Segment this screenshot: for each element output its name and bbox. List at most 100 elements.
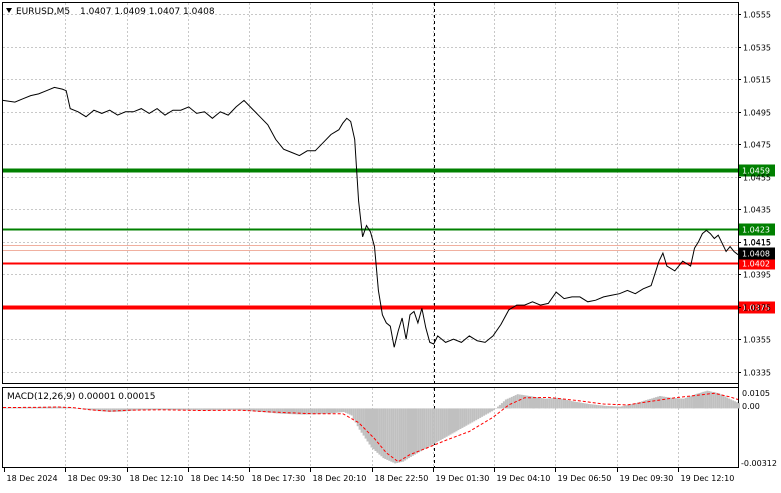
macd-histogram-bar: [121, 408, 124, 412]
macd-histogram-bar: [200, 408, 203, 411]
macd-histogram-bar: [362, 408, 365, 436]
symbol-dropdown-icon[interactable]: [6, 8, 12, 13]
macd-histogram-bar: [16, 407, 19, 409]
macd-histogram-bar: [155, 408, 158, 410]
macd-histogram-bar: [518, 394, 521, 409]
macd-histogram-bar: [451, 408, 454, 434]
macd-histogram-bar: [554, 397, 557, 409]
macd-histogram-bar: [639, 401, 642, 409]
macd-histogram-bar: [348, 408, 351, 415]
macd-histogram-bar: [36, 407, 39, 409]
macd-histogram-bar: [495, 408, 497, 409]
macd-histogram-bar: [336, 408, 339, 413]
macd-histogram-bar: [301, 408, 304, 415]
macd-histogram-bar: [431, 408, 434, 445]
macd-histogram-bar: [228, 408, 231, 410]
macd-histogram-bar: [285, 408, 288, 414]
macd-histogram-bar: [174, 408, 177, 410]
macd-histogram-bar: [544, 398, 547, 409]
y-tick-label: 1.0535: [743, 44, 771, 53]
y-tick-label: 1.0515: [743, 76, 771, 85]
macd-histogram-bar: [676, 398, 679, 409]
macd-histogram-bar: [352, 408, 355, 420]
macd-histogram-bar: [76, 408, 79, 409]
macd-histogram-bar: [333, 408, 335, 414]
macd-histogram-bar: [70, 407, 73, 409]
macd-histogram-bar: [246, 408, 248, 411]
macd-histogram-bar: [506, 398, 509, 409]
macd-histogram-bar: [593, 404, 596, 409]
macd-histogram-bar: [257, 408, 260, 412]
y-tick-label: 1.0455: [743, 174, 771, 183]
macd-histogram-bar: [182, 408, 185, 411]
macd-histogram-bar: [645, 400, 648, 409]
macd-histogram-bar: [722, 395, 725, 409]
x-tick-label: 18 Dec 09:30: [68, 474, 122, 483]
macd-histogram-bar: [356, 408, 359, 427]
macd-histogram-bar: [163, 408, 165, 410]
current-price-label: 1.0408: [742, 250, 770, 259]
macd-histogram-bar: [660, 396, 663, 409]
macd-histogram-bar: [242, 408, 245, 411]
macd-histogram-bar: [564, 399, 567, 409]
macd-histogram-bar: [293, 408, 296, 415]
macd-histogram-bar: [708, 391, 711, 409]
level-tag-label: 1.0402: [742, 260, 770, 269]
macd-histogram-bar: [538, 397, 541, 409]
macd-histogram-bar: [576, 402, 578, 409]
macd-histogram-bar: [97, 408, 100, 412]
macd-histogram-bar: [710, 391, 713, 409]
symbol-label[interactable]: EURUSD,M5: [16, 7, 70, 17]
macd-histogram-bar: [481, 408, 484, 417]
macd-histogram-bar: [255, 408, 258, 412]
macd-histogram-bar: [449, 408, 452, 435]
y-tick-label: 1.0395: [743, 271, 771, 280]
macd-histogram-bar: [473, 408, 476, 422]
macd-histogram-bar: [305, 408, 308, 415]
macd-histogram-bar: [487, 408, 490, 414]
x-tick-label: 18 Dec 20:10: [313, 474, 367, 483]
macd-histogram-bar: [724, 396, 727, 409]
macd-histogram-bar: [552, 398, 555, 409]
macd-histogram-bar: [502, 401, 505, 409]
macd-histogram-bar: [625, 405, 628, 409]
macd-histogram-bar: [585, 403, 588, 409]
macd-histogram-bar: [244, 408, 246, 411]
macd-histogram-bar: [141, 408, 144, 411]
macd-histogram-bar: [315, 408, 318, 415]
macd-histogram-bar: [105, 408, 108, 412]
macd-histogram-bar: [147, 408, 150, 410]
macd-histogram-bar: [368, 408, 371, 445]
macd-histogram-bar: [522, 395, 525, 409]
macd-histogram-bar: [653, 397, 655, 409]
macd-histogram-bar: [471, 408, 474, 423]
macd-histogram-bar: [289, 408, 292, 415]
macd-histogram-bar: [605, 405, 608, 409]
macd-histogram-bar: [489, 408, 491, 413]
macd-histogram-bar: [297, 408, 300, 415]
macd-histogram-bar: [700, 392, 703, 409]
macd-histogram-bar: [331, 408, 333, 414]
macd-histogram-bar: [641, 401, 644, 409]
macd-histogram-bar: [465, 408, 468, 426]
y-axis-labels: 1.05551.05351.05151.04951.04751.04551.04…: [738, 11, 771, 378]
macd-histogram-bar: [50, 406, 53, 409]
macd-histogram-bar: [107, 408, 110, 412]
macd-histogram-bar: [350, 408, 353, 416]
macd-histogram-bar: [475, 408, 478, 421]
macd-histogram-bar: [394, 408, 397, 464]
macd-histogram-bar: [340, 408, 343, 413]
macd-histogram-bar: [281, 408, 284, 414]
macd-histogram-bar: [60, 406, 63, 409]
macd-histogram-bar: [95, 408, 98, 411]
x-axis-labels: 18 Dec 2024 18 Dec 09:30 18 Dec 12:10 18 De…: [4, 468, 734, 483]
macd-histogram-bar: [392, 408, 395, 463]
macd-histogram-bar: [80, 408, 83, 409]
macd-histogram-bar: [390, 408, 393, 462]
macd-histogram-bar: [738, 403, 740, 409]
macd-histogram-bar: [542, 398, 545, 409]
macd-histogram-bar: [214, 408, 217, 411]
macd-histogram-bar: [433, 408, 436, 444]
